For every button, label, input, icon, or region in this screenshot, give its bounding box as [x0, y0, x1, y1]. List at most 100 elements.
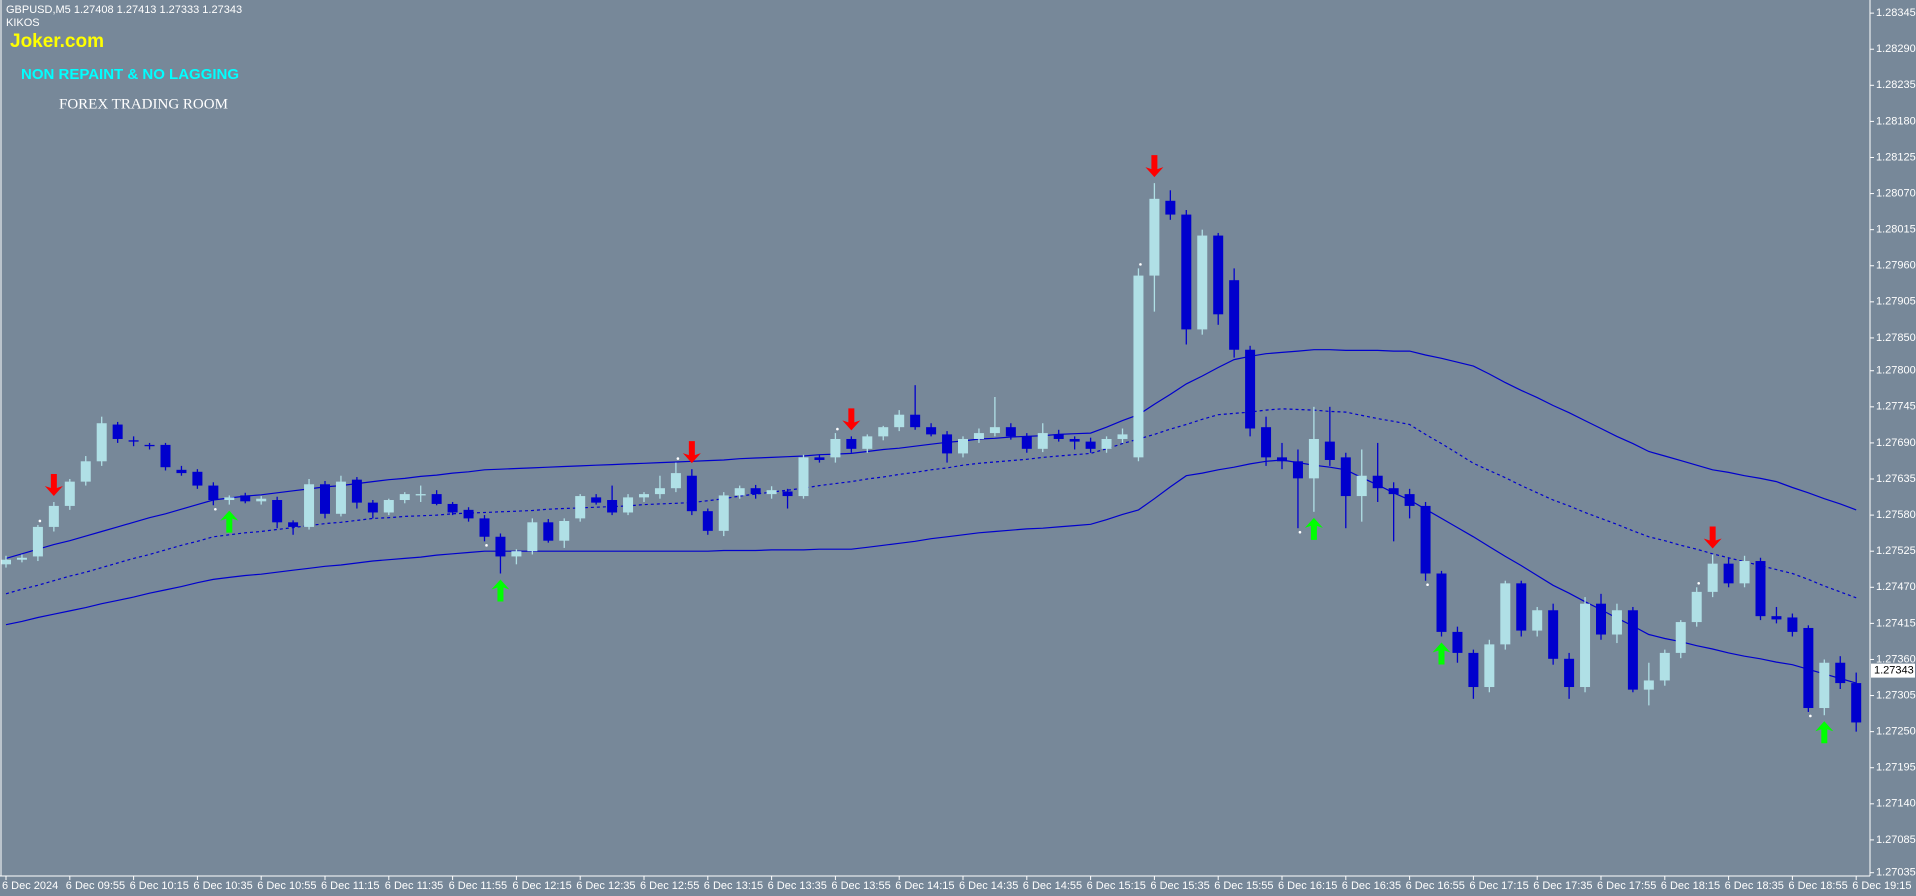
x-tick-label: 6 Dec 15:15 — [1087, 880, 1146, 892]
candle-body — [1069, 438, 1080, 442]
candle-body — [734, 488, 745, 496]
tagline: NON REPAINT & NO LAGGING — [21, 66, 239, 83]
candle-body — [1500, 583, 1511, 645]
alert-dot — [1426, 583, 1429, 587]
candle-body — [1596, 603, 1606, 635]
candle-body — [766, 490, 777, 495]
candle-body — [670, 473, 681, 489]
y-tick-label: 1.27635 — [1876, 473, 1916, 485]
candle-body — [575, 496, 586, 519]
x-tick-label: 6 Dec 18:15 — [1661, 880, 1720, 892]
candle-body — [814, 457, 825, 460]
y-tick-label: 1.27745 — [1876, 401, 1916, 413]
y-tick-label: 1.27195 — [1876, 762, 1916, 774]
y-tick-label: 1.28125 — [1876, 151, 1916, 163]
candle-body — [1197, 235, 1208, 330]
x-tick-label: 6 Dec 2024 — [2, 880, 58, 892]
candle-body — [591, 497, 602, 503]
candle-body — [48, 505, 59, 527]
candle-body — [495, 536, 506, 557]
candle-body — [878, 427, 889, 437]
x-tick-label: 6 Dec 18:55 — [1788, 880, 1847, 892]
band-line — [5, 349, 1857, 559]
candle-body — [1548, 610, 1559, 659]
alert-dot — [485, 544, 488, 547]
candle-body — [1723, 563, 1734, 584]
buy-arrow — [1432, 642, 1451, 665]
candle-body — [1213, 235, 1224, 315]
y-tick-label: 1.28345 — [1876, 7, 1916, 19]
candle-body — [240, 495, 251, 502]
y-tick-label: 1.27800 — [1876, 365, 1916, 377]
y-tick-label: 1.27960 — [1876, 260, 1916, 272]
candle-body — [1165, 200, 1176, 215]
candle-body — [623, 497, 634, 513]
y-tick-label: 1.27085 — [1876, 834, 1916, 846]
candle-body — [1053, 434, 1064, 439]
candle-body — [686, 475, 697, 512]
candle-body — [926, 427, 937, 435]
candle-body — [973, 433, 984, 439]
candle-body — [798, 457, 809, 497]
candle-body — [1005, 427, 1016, 437]
buy-arrow — [1304, 517, 1323, 540]
candle-body — [1340, 457, 1351, 497]
candle-body — [527, 522, 538, 552]
y-tick-label: 1.28015 — [1876, 224, 1916, 236]
sell-arrow — [44, 473, 63, 496]
buy-arrow — [220, 510, 239, 533]
candle-body — [1085, 441, 1096, 449]
candle-body — [942, 434, 953, 454]
candle-body — [1580, 603, 1591, 688]
y-tick-label: 1.28070 — [1876, 187, 1916, 199]
x-tick-label: 6 Dec 12:55 — [640, 880, 699, 892]
candle-body — [64, 481, 75, 506]
x-tick-label: 6 Dec 11:15 — [321, 880, 380, 892]
candle-body — [702, 511, 713, 531]
candle-body — [1245, 349, 1256, 429]
brand: Joker.com — [10, 31, 104, 52]
room-title: FOREX TRADING ROOM — [59, 96, 228, 112]
candle-body — [351, 479, 362, 503]
x-tick-label: 6 Dec 13:15 — [704, 880, 763, 892]
candle-body — [1261, 427, 1272, 458]
candle-body — [1037, 433, 1048, 449]
price-tag: 1.27343 — [1874, 665, 1914, 677]
candle-body — [224, 497, 235, 501]
candle-body — [16, 557, 27, 560]
alert-dot — [1298, 530, 1302, 534]
x-tick-label: 6 Dec 17:55 — [1597, 880, 1656, 892]
candle-body — [1611, 610, 1622, 635]
x-tick-label: 6 Dec 19:15 — [1852, 880, 1911, 892]
candle-body — [1292, 461, 1303, 479]
y-tick-label: 1.27470 — [1876, 581, 1916, 593]
candle-body — [1372, 475, 1383, 489]
candle-body — [639, 494, 649, 498]
candle-body — [399, 494, 410, 501]
y-tick-label: 1.28180 — [1876, 115, 1916, 127]
candle-body — [479, 518, 490, 537]
candle-body — [1484, 644, 1495, 688]
sell-arrow — [842, 408, 861, 431]
alert-dot — [38, 519, 42, 523]
candle-body — [32, 526, 43, 557]
y-tick-label: 1.27580 — [1876, 509, 1916, 521]
candle-body — [367, 502, 378, 513]
candle-body — [1739, 561, 1750, 584]
candle-body — [1771, 616, 1782, 620]
candle-body — [383, 500, 394, 513]
x-tick-label: 6 Dec 13:35 — [768, 880, 827, 892]
alert-dot — [1809, 714, 1812, 718]
candle-body — [1851, 683, 1862, 723]
x-tick-label: 6 Dec 14:55 — [1023, 880, 1082, 892]
candle-body — [1, 559, 11, 565]
candle-body — [160, 444, 171, 468]
candle-body — [80, 461, 91, 482]
y-tick-label: 1.28235 — [1876, 79, 1916, 91]
x-tick-label: 6 Dec 11:35 — [385, 880, 444, 892]
y-tick-label: 1.27525 — [1876, 545, 1916, 557]
candle-body — [1324, 441, 1335, 460]
band-line — [5, 408, 1857, 599]
candle-body — [1643, 680, 1654, 690]
